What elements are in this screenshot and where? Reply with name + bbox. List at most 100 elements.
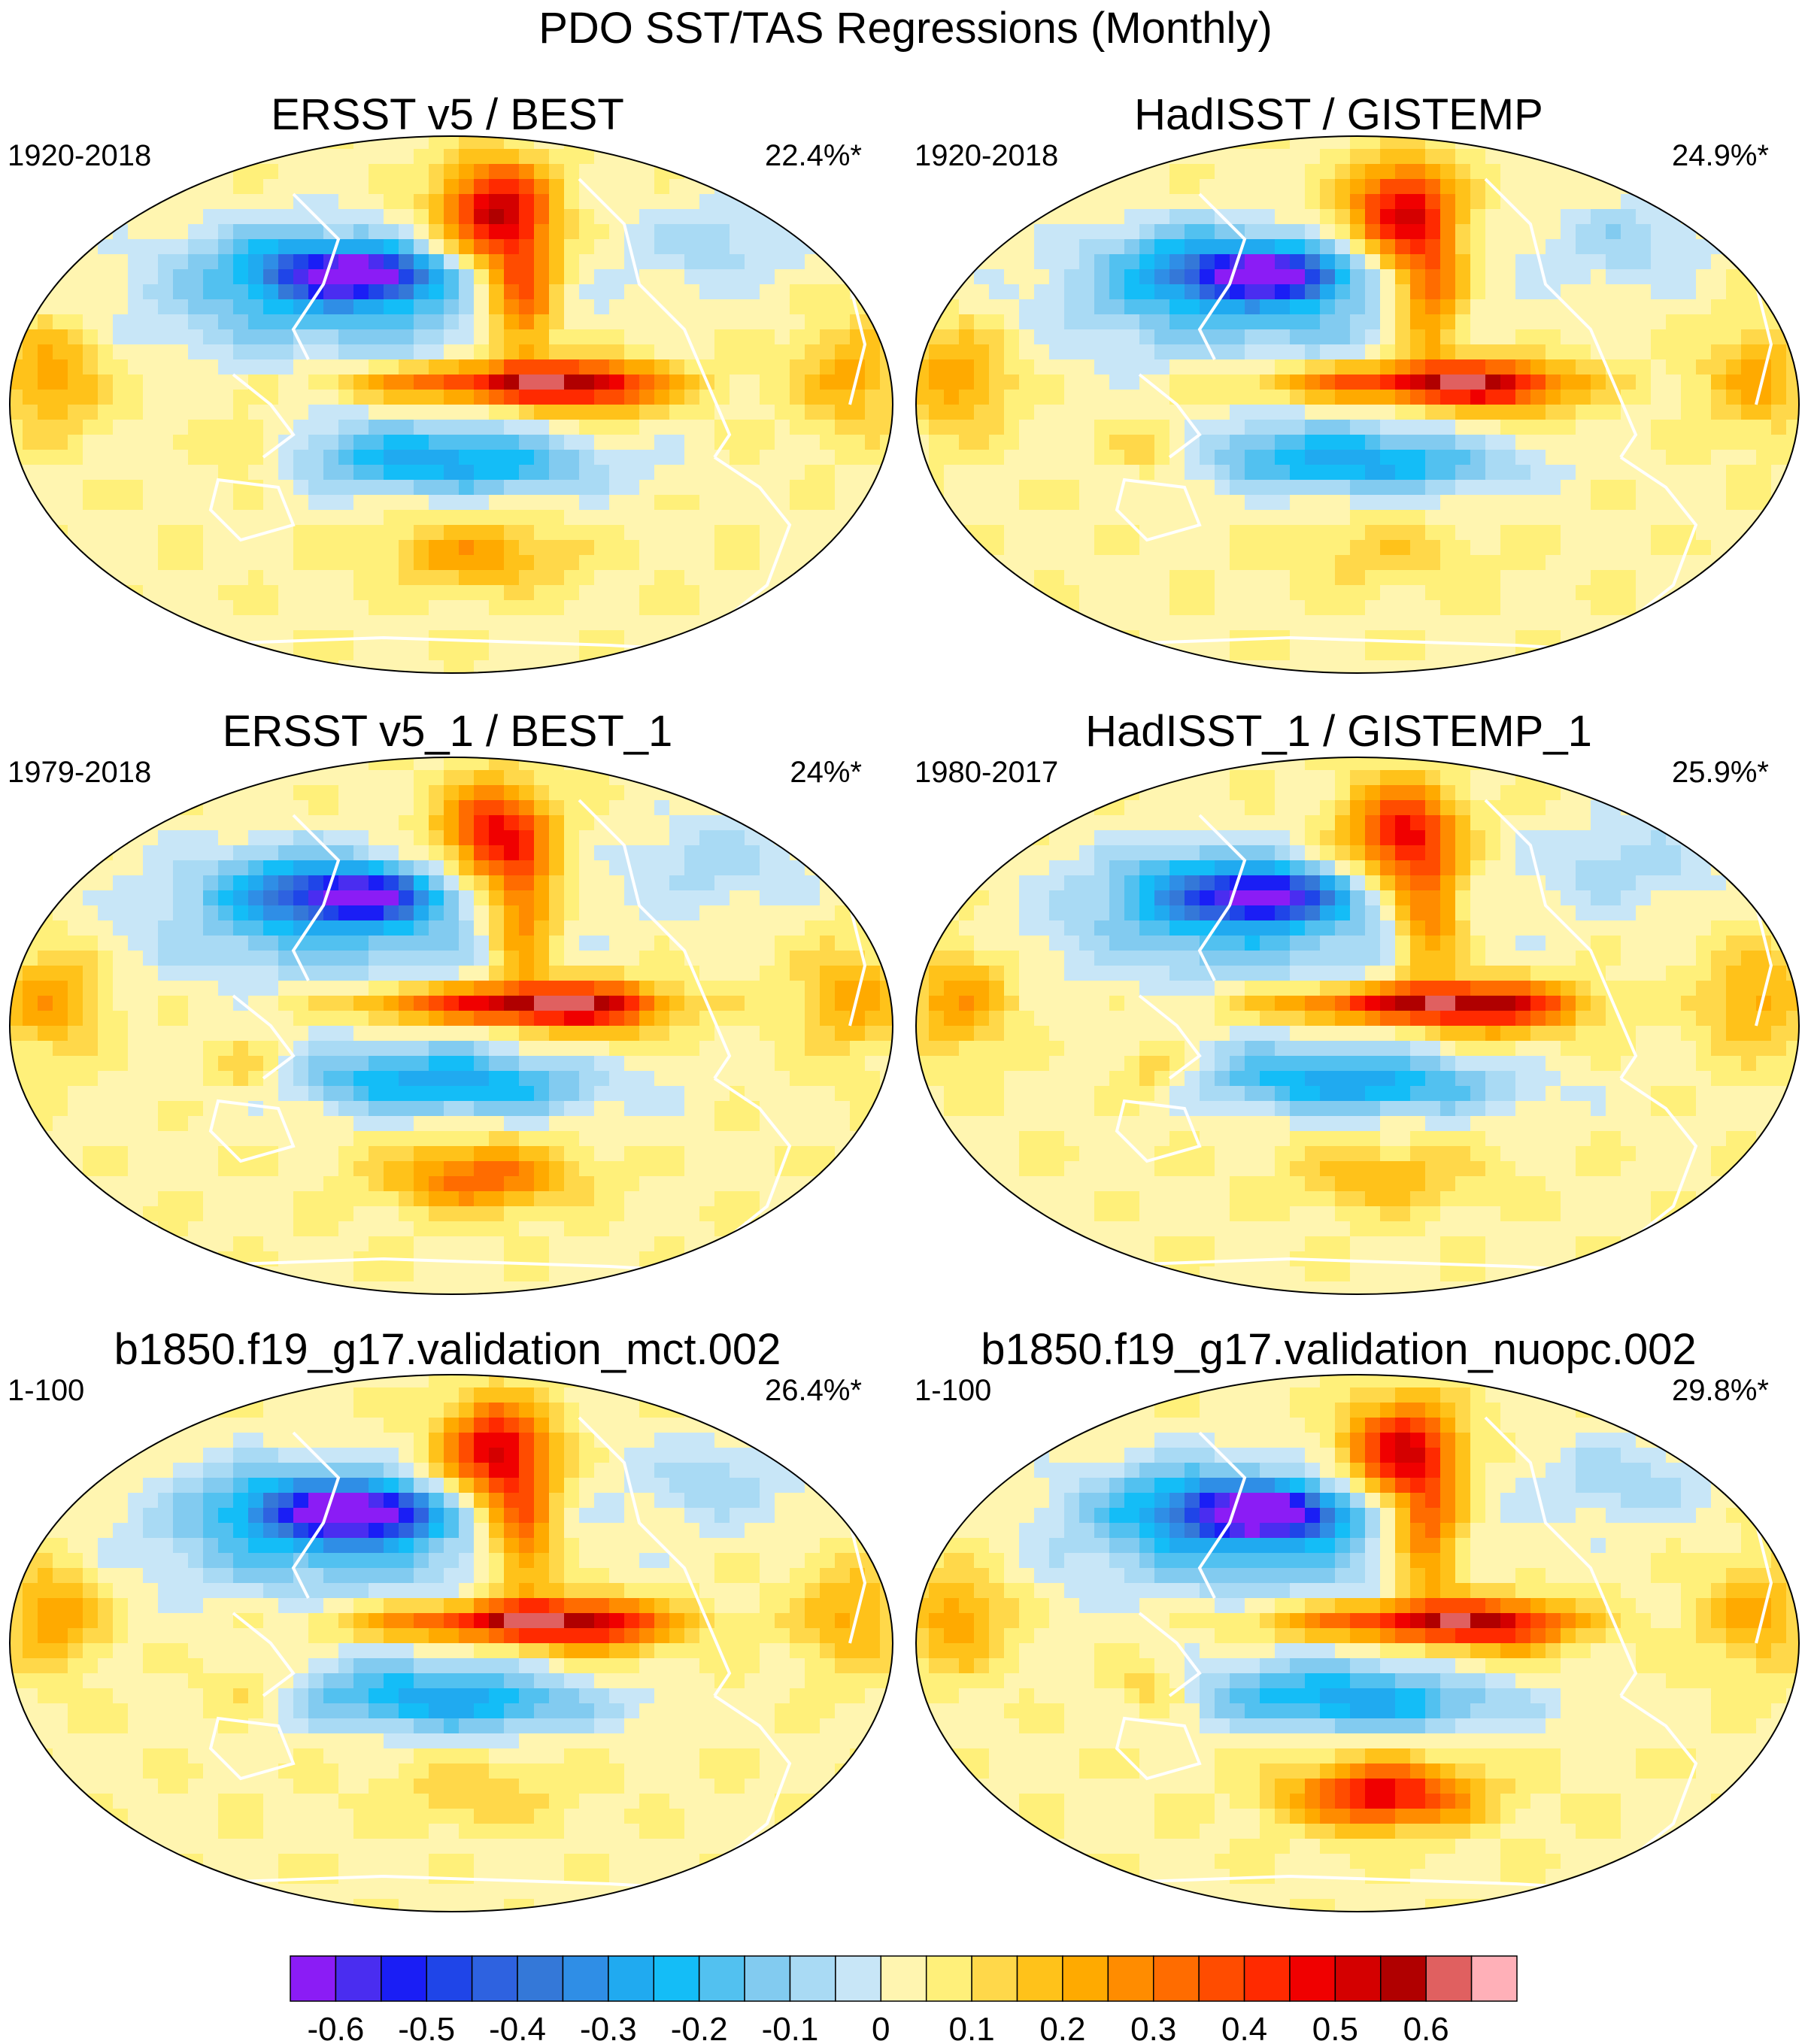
map-cell <box>1606 314 1621 330</box>
map-cell <box>1561 480 1576 496</box>
map-cell <box>98 936 114 951</box>
map-cell <box>519 785 535 801</box>
map-cell <box>1636 510 1652 526</box>
map-cell <box>308 890 324 906</box>
map-cell <box>1320 405 1336 420</box>
map-cell <box>293 660 309 673</box>
map-cell <box>98 254 114 270</box>
map-cell <box>880 540 893 556</box>
map-cell <box>1335 645 1351 661</box>
map-cell <box>248 920 264 936</box>
map-cell <box>654 630 670 646</box>
map-cell <box>489 860 505 876</box>
map-cell <box>1756 480 1772 496</box>
map-cell <box>1666 420 1682 435</box>
map-cell <box>1034 570 1050 586</box>
map-cell <box>278 480 294 496</box>
map-cell <box>98 390 114 405</box>
map-cell <box>1094 540 1110 556</box>
map-cell <box>974 480 990 496</box>
map-cell <box>1425 239 1441 255</box>
map-cell <box>1335 149 1351 165</box>
map-cell <box>1215 465 1230 481</box>
map-cell <box>624 164 640 180</box>
map-cell <box>293 555 309 571</box>
map-cell <box>1230 164 1245 180</box>
map-cell <box>338 435 354 450</box>
map-cell <box>1561 254 1576 270</box>
map-cell <box>609 344 625 360</box>
map-cell <box>444 800 460 816</box>
map-cell <box>98 600 114 616</box>
map-cell <box>609 540 625 556</box>
map-cell <box>338 890 354 906</box>
map-cell <box>263 785 279 801</box>
map-cell <box>549 920 565 936</box>
map-cell <box>929 420 945 435</box>
map-cell <box>173 224 189 240</box>
map-cell <box>1576 194 1591 210</box>
map-cell <box>534 890 550 906</box>
map-cell <box>624 630 640 646</box>
map-cell <box>549 785 565 801</box>
map-cell <box>745 450 760 466</box>
map-cell <box>1530 510 1546 526</box>
map-cell <box>338 405 354 420</box>
map-cell <box>534 555 550 571</box>
map-cell <box>929 630 945 646</box>
map-cell <box>128 645 144 661</box>
map-cell <box>1591 390 1606 405</box>
map-cell <box>128 875 144 891</box>
map-cell <box>1756 660 1772 673</box>
map-cell <box>1049 359 1065 375</box>
map-cell <box>1380 254 1396 270</box>
map-cell <box>1681 149 1697 165</box>
map-cell <box>414 136 429 150</box>
map-cell <box>579 860 595 876</box>
map-cell <box>1169 540 1185 556</box>
map-cell <box>1139 450 1155 466</box>
map-cell <box>248 359 264 375</box>
map-cell <box>1786 375 1799 390</box>
map-cell <box>429 890 444 906</box>
map-cell <box>1500 269 1516 285</box>
map-cell <box>805 785 821 801</box>
map-cell <box>128 570 144 586</box>
map-cell <box>1245 359 1260 375</box>
map-cell <box>399 905 414 921</box>
map-cell <box>624 375 640 390</box>
map-cell <box>233 540 249 556</box>
map-cell <box>1275 555 1291 571</box>
map-cell <box>929 149 945 165</box>
map-cell <box>113 905 129 921</box>
map-cell <box>158 495 174 511</box>
map-cell <box>1260 269 1276 285</box>
map-cell <box>248 660 264 673</box>
map-cell <box>1485 209 1501 225</box>
map-cell <box>1049 254 1065 270</box>
map-cell <box>1335 254 1351 270</box>
map-cell <box>1636 615 1652 631</box>
map-cell <box>1741 224 1757 240</box>
map-cell <box>459 239 475 255</box>
map-cell <box>113 480 129 496</box>
map-cell <box>1245 224 1260 240</box>
map-cell <box>745 660 760 673</box>
map-cell <box>820 269 836 285</box>
map-cell <box>113 800 129 816</box>
map-cell <box>1485 630 1501 646</box>
map-cell <box>218 149 234 165</box>
map-cell <box>820 136 836 150</box>
map-cell <box>188 770 204 786</box>
map-cell <box>1711 420 1727 435</box>
map-cell <box>775 800 790 816</box>
map-cell <box>369 905 384 921</box>
map-cell <box>684 224 700 240</box>
map-cell <box>1666 390 1682 405</box>
map-cell <box>775 420 790 435</box>
map-cell <box>654 435 670 450</box>
map-cell <box>1711 435 1727 450</box>
map-cell <box>1651 284 1667 300</box>
map-cell <box>669 815 685 831</box>
map-cell <box>820 875 836 891</box>
